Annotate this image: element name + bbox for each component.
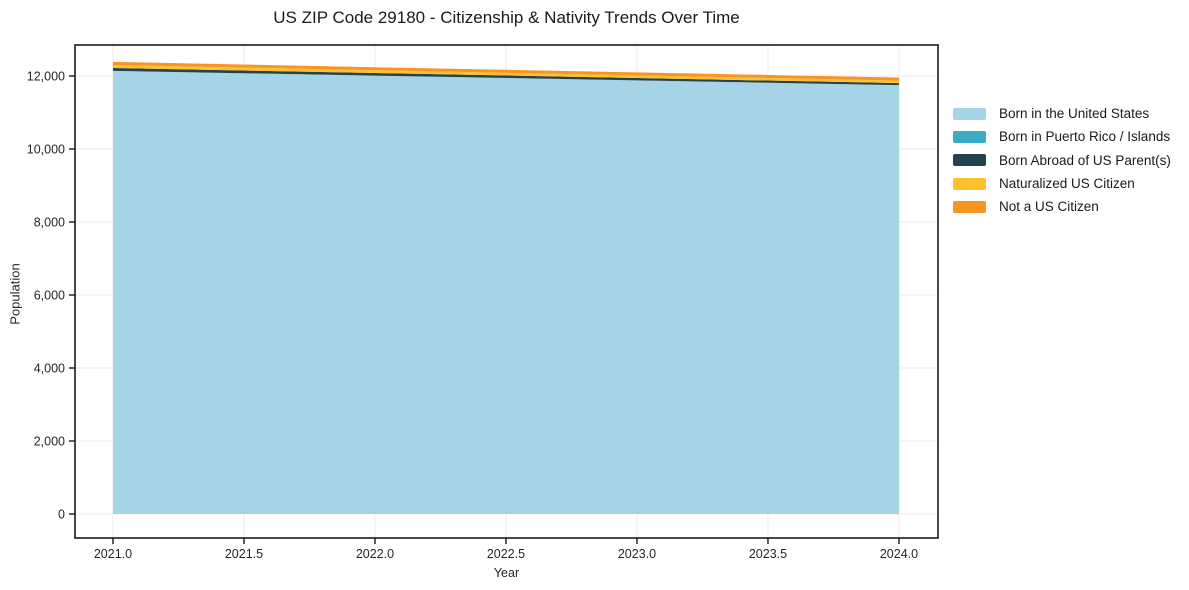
y-tick-label: 4,000 xyxy=(34,362,65,376)
x-tick-label: 2023.5 xyxy=(749,547,787,561)
x-tick-label: 2022.5 xyxy=(487,547,525,561)
y-axis-label: Population xyxy=(7,263,23,325)
area-naturalized-us-citizen xyxy=(113,65,899,84)
legend-label: Born Abroad of US Parent(s) xyxy=(999,152,1171,168)
area-born-in-the-united-states xyxy=(113,70,899,515)
x-tick-label: 2021.0 xyxy=(94,547,132,561)
legend-item-not-a-us-citizen: Not a US Citizen xyxy=(953,195,1171,218)
chart-title: US ZIP Code 29180 - Citizenship & Nativi… xyxy=(273,8,740,27)
legend-item-born-in-puerto-rico-islands: Born in Puerto Rico / Islands xyxy=(953,125,1171,148)
area-not-a-us-citizen xyxy=(113,61,899,81)
legend-swatch xyxy=(953,200,986,213)
legend-item-born-in-the-united-states: Born in the United States xyxy=(953,102,1171,125)
legend-item-naturalized-us-citizen: Naturalized US Citizen xyxy=(953,172,1171,195)
legend-label: Not a US Citizen xyxy=(999,199,1099,215)
legend-swatch xyxy=(953,130,986,143)
x-tick-label: 2021.5 xyxy=(225,547,263,561)
x-tick-label: 2023.0 xyxy=(618,547,656,561)
x-axis-label: Year xyxy=(493,566,520,580)
y-tick-label: 6,000 xyxy=(34,289,65,303)
legend-swatch xyxy=(953,177,986,190)
legend-swatch xyxy=(953,107,986,120)
legend: Born in the United States Born in Puerto … xyxy=(953,102,1171,218)
legend-swatch xyxy=(953,154,986,167)
y-tick-label: 2,000 xyxy=(34,435,65,449)
area-born-abroad-of-us-parent-s xyxy=(113,68,899,86)
legend-item-born-abroad-of-us-parent-s: Born Abroad of US Parent(s) xyxy=(953,149,1171,172)
y-tick-label: 0 xyxy=(58,508,65,522)
legend-label: Born in the United States xyxy=(999,106,1150,122)
y-tick-label: 12,000 xyxy=(27,69,65,83)
y-tick-label: 10,000 xyxy=(27,142,65,156)
legend-label: Born in Puerto Rico / Islands xyxy=(999,129,1171,145)
x-tick-label: 2024.0 xyxy=(880,547,918,561)
legend-label: Naturalized US Citizen xyxy=(999,176,1135,192)
x-tick-label: 2022.0 xyxy=(356,547,394,561)
y-tick-label: 8,000 xyxy=(34,215,65,229)
